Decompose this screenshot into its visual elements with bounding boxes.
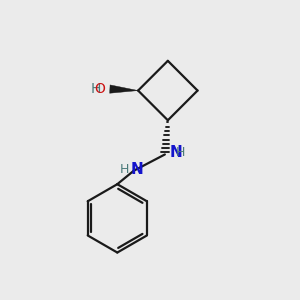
Text: H: H: [176, 146, 185, 160]
Polygon shape: [110, 85, 138, 93]
Text: H: H: [91, 82, 101, 96]
Text: O: O: [94, 82, 105, 96]
Text: H: H: [120, 163, 129, 176]
Text: N: N: [131, 162, 143, 177]
Text: N: N: [169, 146, 182, 160]
